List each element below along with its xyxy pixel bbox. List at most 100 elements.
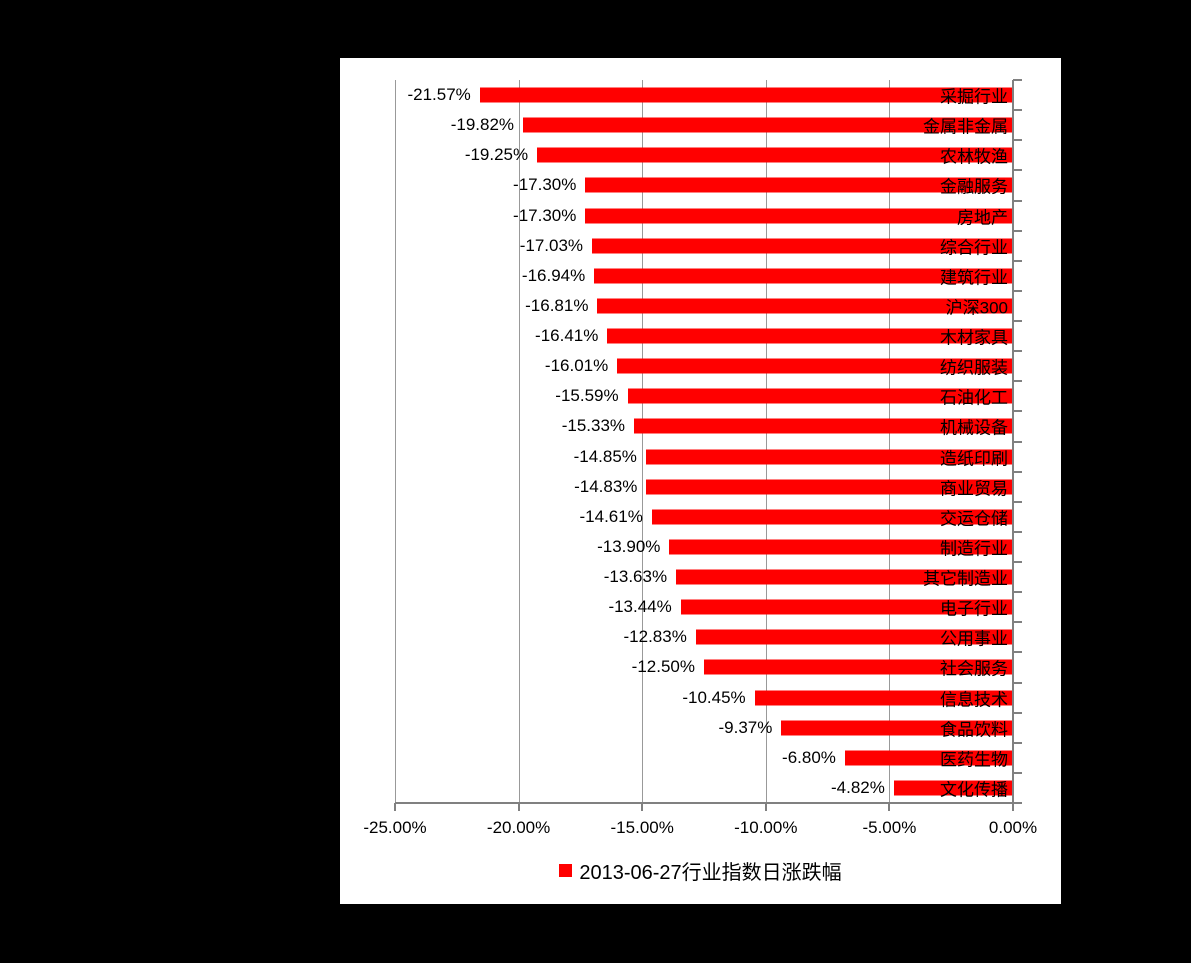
category-axis-tick	[1013, 109, 1022, 112]
x-axis-tick-label: -25.00%	[363, 818, 427, 837]
bar	[607, 328, 1013, 344]
bar-row: -9.37% 食品饮料	[395, 713, 1013, 743]
bar	[645, 449, 1013, 465]
bar	[597, 298, 1013, 314]
category-label: 建筑行业	[940, 268, 1008, 288]
bar-row: -13.63% 其它制造业	[395, 562, 1013, 592]
bar-row: -15.59% 石油化工	[395, 381, 1013, 411]
value-label: -13.44%	[608, 597, 672, 617]
category-label: 公用事业	[940, 629, 1008, 649]
value-label: -17.03%	[519, 235, 584, 255]
category-axis-tick	[1013, 802, 1022, 804]
category-axis-line	[1012, 80, 1014, 811]
category-label: 造纸印刷	[940, 449, 1008, 469]
category-label: 综合行业	[940, 238, 1008, 258]
category-axis-tick	[1013, 591, 1022, 594]
category-axis-tick	[1013, 681, 1022, 684]
category-label: 金属非金属	[923, 117, 1008, 137]
category-axis-tick	[1013, 440, 1022, 443]
bar	[585, 177, 1013, 193]
bar	[844, 750, 1013, 766]
category-axis-tick	[1013, 711, 1022, 714]
category-label: 食品饮料	[940, 720, 1008, 740]
category-label: 信息技术	[940, 690, 1008, 710]
value-label: -14.85%	[573, 446, 637, 466]
bar	[627, 388, 1013, 404]
category-axis-tick	[1013, 259, 1022, 262]
bar-row: -6.80% 医药生物	[395, 743, 1013, 773]
bar	[680, 599, 1013, 615]
bar-row: -12.83% 公用事业	[395, 622, 1013, 652]
bar	[585, 208, 1013, 224]
category-axis-tick	[1013, 530, 1022, 533]
category-axis-tick	[1013, 741, 1022, 744]
bar-rows: -21.57% 采掘行业 -19.82% 金属非金属 -19.25% 农林牧渔 -17.30…	[395, 80, 1013, 803]
category-label: 采掘行业	[940, 87, 1008, 107]
bar-row: -14.83% 商业贸易	[395, 472, 1013, 502]
value-label: -15.59%	[555, 386, 619, 406]
value-label: -12.83%	[623, 627, 687, 647]
category-axis-tick	[1013, 229, 1022, 232]
chart-panel: -21.57% 采掘行业 -19.82% 金属非金属 -19.25% 农林牧渔 -17.30…	[340, 58, 1061, 904]
bar-row: -15.33% 机械设备	[395, 411, 1013, 441]
category-axis-tick	[1013, 380, 1022, 383]
value-axis-tick	[641, 803, 644, 811]
bar	[669, 539, 1013, 555]
value-label: -16.41%	[535, 326, 599, 346]
category-label: 医药生物	[940, 750, 1008, 770]
category-label: 文化传播	[940, 780, 1008, 800]
category-label: 制造行业	[940, 539, 1008, 559]
value-label: -13.90%	[597, 536, 661, 556]
bar	[754, 690, 1013, 706]
x-axis-tick-label: -15.00%	[610, 818, 674, 837]
legend-swatch-icon	[559, 864, 573, 877]
category-axis-tick	[1013, 320, 1022, 322]
category-axis-tick	[1013, 561, 1022, 563]
bar-row: -10.45% 信息技术	[395, 683, 1013, 713]
value-axis-tick	[394, 803, 396, 811]
bar	[893, 780, 1013, 796]
value-label: -14.61%	[579, 506, 643, 526]
category-axis-tick	[1013, 651, 1022, 654]
category-label: 社会服务	[940, 659, 1008, 679]
bar-row: -21.57% 采掘行业	[395, 80, 1013, 110]
category-axis-tick	[1013, 79, 1022, 81]
value-label: -16.81%	[525, 295, 589, 315]
bar-row: -17.30% 金融服务	[395, 170, 1013, 200]
bar	[537, 147, 1013, 163]
category-axis-tick	[1013, 621, 1022, 624]
bar-row: -16.41% 木材家具	[395, 321, 1013, 351]
category-axis-tick	[1013, 410, 1022, 413]
category-label: 机械设备	[940, 418, 1008, 438]
category-axis-tick	[1013, 500, 1022, 503]
x-axis-tick-label: -10.00%	[734, 818, 798, 837]
legend: 2013-06-27行业指数日涨跌幅	[340, 856, 1061, 885]
bar-row: -16.81% 沪深300	[395, 291, 1013, 321]
bar	[594, 268, 1013, 284]
value-label: -6.80%	[782, 747, 836, 767]
legend-label: 2013-06-27行业指数日涨跌幅	[579, 862, 842, 884]
value-label: -21.57%	[407, 85, 471, 105]
bar	[634, 418, 1013, 434]
bar	[592, 238, 1013, 254]
value-label: -19.82%	[450, 115, 515, 135]
category-label: 木材家具	[940, 328, 1008, 348]
value-label: -15.33%	[561, 416, 626, 436]
bar-row: -13.90% 制造行业	[395, 532, 1013, 562]
bar-row: -17.30% 房地产	[395, 201, 1013, 231]
value-axis-tick	[888, 803, 891, 811]
bar-row: -13.44% 电子行业	[395, 592, 1013, 622]
category-label: 石油化工	[940, 388, 1008, 408]
gridline	[518, 80, 520, 803]
x-axis-tick-labels: -25.00% -20.00% -15.00% -10.00% -5.00% 0.00%	[363, 818, 1037, 840]
category-label: 房地产	[957, 208, 1008, 228]
plot-area: -21.57% 采掘行业 -19.82% 金属非金属 -19.25% 农林牧渔 -17.30…	[363, 79, 1037, 837]
x-axis-tick-label: -20.00%	[486, 818, 551, 837]
category-axis-tick	[1013, 289, 1022, 292]
gridline	[889, 80, 891, 803]
category-axis-tick	[1013, 771, 1022, 774]
gridline	[642, 80, 644, 803]
category-axis-tick	[1013, 199, 1022, 202]
category-label: 商业贸易	[940, 479, 1008, 499]
bar	[479, 87, 1013, 103]
